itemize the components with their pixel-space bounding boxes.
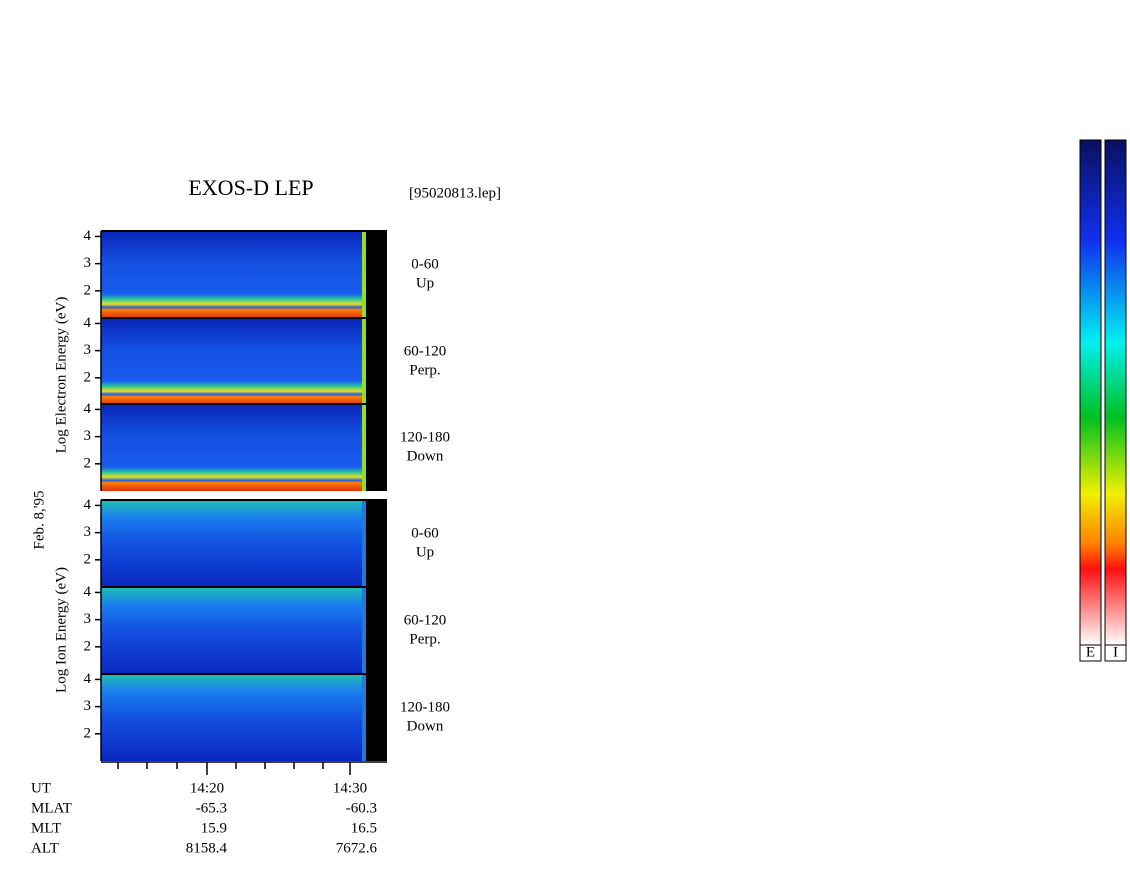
ephemeris-value: 7672.6	[336, 840, 378, 856]
spectrogram	[101, 587, 362, 674]
ephemeris-value: 8158.4	[186, 840, 228, 856]
electron-axis-label: Log Electron Energy (eV)	[53, 297, 69, 454]
ion-axis-label: Log Ion Energy (eV)	[53, 567, 69, 693]
ephemeris-name: ALT	[31, 840, 59, 856]
x-tick-label: 14:20	[190, 780, 224, 796]
panel-angle: 120-180	[400, 429, 450, 445]
edge-strip	[362, 587, 366, 674]
data-gap	[366, 587, 387, 674]
panel-direction: Down	[407, 718, 444, 734]
panel-angle: 60-120	[404, 612, 447, 628]
panel-direction: Up	[416, 544, 434, 560]
colorbars	[1079, 139, 1127, 662]
file-label: [95020813.lep]	[409, 185, 501, 201]
panel-angle: 0-60	[411, 525, 439, 541]
edge-strip	[362, 231, 366, 318]
date-label: Feb. 8,'95	[31, 491, 47, 550]
panel-angle: 120-180	[400, 699, 450, 715]
time-axis	[101, 761, 387, 775]
edge-strip	[362, 404, 366, 491]
data-gap	[366, 318, 387, 405]
y-tick-label: 2	[84, 369, 92, 385]
y-tick-label: 4	[84, 228, 92, 244]
x-tick-label: 14:30	[333, 780, 367, 796]
panel-direction: Perp.	[409, 362, 440, 378]
spectrogram	[101, 674, 362, 761]
panel-direction: Perp.	[409, 631, 440, 647]
data-gap	[366, 500, 387, 587]
panel-direction: Down	[407, 448, 444, 464]
y-tick-label: 2	[84, 551, 92, 567]
ephemeris-value: -60.3	[346, 800, 377, 816]
y-tick-label: 2	[84, 282, 92, 298]
ephemeris-value: 16.5	[351, 820, 377, 836]
data-gap	[366, 231, 387, 318]
y-tick-label: 4	[84, 315, 92, 331]
y-tick-label: 2	[84, 725, 92, 741]
data-gap	[366, 404, 387, 491]
y-tick-label: 3	[84, 255, 92, 271]
y-tick-label: 2	[84, 455, 92, 471]
y-tick-label: 4	[84, 584, 92, 600]
spectrogram	[101, 404, 362, 491]
panel-angle: 0-60	[411, 256, 439, 272]
edge-strip	[362, 500, 366, 587]
panel-direction: Up	[416, 275, 434, 291]
colorbar-label: E	[1086, 644, 1095, 660]
y-tick-label: 4	[84, 401, 92, 417]
y-tick-label: 3	[84, 524, 92, 540]
y-tick-label: 3	[84, 342, 92, 358]
data-gap	[366, 674, 387, 761]
ephemeris-name: MLT	[31, 820, 61, 836]
ephemeris-value: -65.3	[196, 800, 227, 816]
spectrogram	[101, 318, 362, 405]
y-tick-label: 4	[84, 671, 92, 687]
edge-strip	[362, 674, 366, 761]
y-tick-label: 4	[84, 497, 92, 513]
y-tick-label: 3	[84, 428, 92, 444]
title: EXOS-D LEP	[188, 175, 313, 200]
ephemeris-name: MLAT	[31, 800, 72, 816]
y-tick-label: 2	[84, 638, 92, 654]
y-tick-label: 3	[84, 698, 92, 714]
panel-angle: 60-120	[404, 343, 447, 359]
edge-strip	[362, 318, 366, 405]
spectrogram	[101, 500, 362, 587]
spectrogram	[101, 231, 362, 318]
y-tick-label: 3	[84, 611, 92, 627]
ephemeris-name: UT	[31, 780, 51, 796]
ephemeris-value: 15.9	[201, 820, 227, 836]
colorbar-label: I	[1113, 644, 1118, 660]
